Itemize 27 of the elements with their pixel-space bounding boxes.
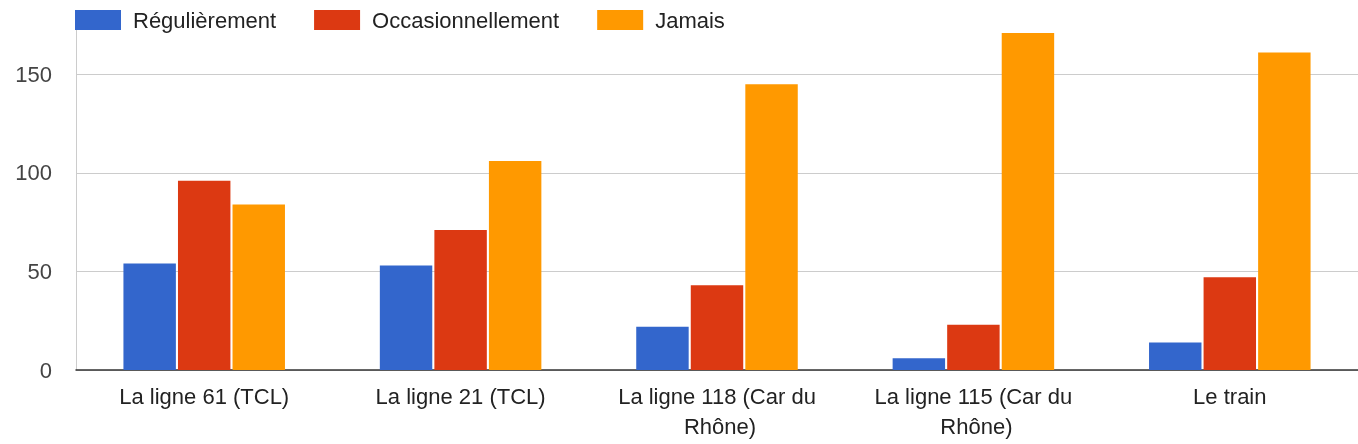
bar bbox=[177, 180, 231, 370]
bar bbox=[434, 230, 487, 370]
bar bbox=[1149, 342, 1202, 370]
legend-label: Jamais bbox=[655, 7, 725, 33]
x-tick-label: La ligne 61 (TCL) bbox=[119, 383, 290, 409]
bar bbox=[1258, 52, 1311, 370]
legend-label: Occasionnellement bbox=[372, 7, 560, 33]
legend-label: Régulièrement bbox=[133, 7, 277, 33]
bar bbox=[1001, 32, 1055, 370]
bar bbox=[1203, 277, 1257, 370]
bar bbox=[488, 161, 542, 370]
x-tick-label: La ligne 21 (TCL) bbox=[375, 383, 546, 409]
bar bbox=[379, 265, 433, 370]
y-tick-label: 150 bbox=[15, 61, 52, 87]
x-tick-label: La ligne 118 (Car du Rhône) bbox=[618, 383, 816, 439]
bar bbox=[947, 324, 1000, 370]
bar bbox=[232, 204, 285, 370]
bar bbox=[123, 263, 176, 370]
bar bbox=[690, 285, 744, 370]
bar bbox=[892, 358, 946, 370]
bar bbox=[745, 84, 798, 370]
y-tick-label: 0 bbox=[39, 357, 52, 383]
y-tick-label: 100 bbox=[15, 160, 52, 186]
x-tick-label: Le train bbox=[1193, 383, 1267, 409]
x-tick-label: La ligne 115 (Car du Rhône) bbox=[874, 383, 1073, 439]
y-tick-label: 50 bbox=[27, 258, 52, 284]
bar bbox=[636, 326, 689, 370]
